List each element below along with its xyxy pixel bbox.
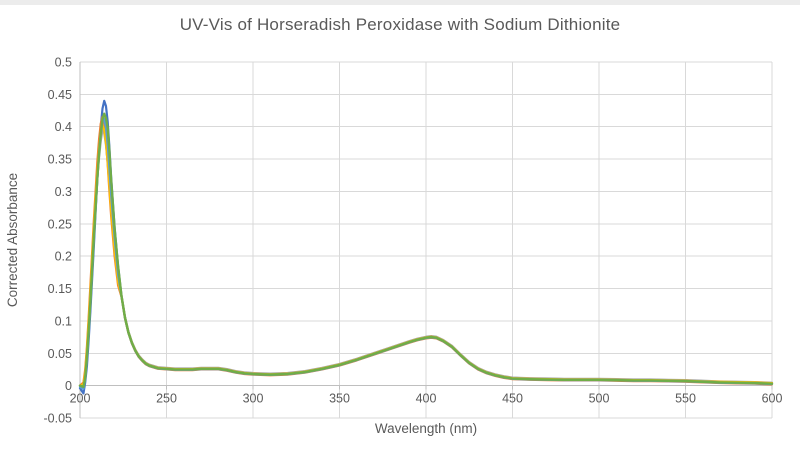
x-tick-label: 400 [416, 392, 437, 406]
x-tick-label: 250 [156, 392, 177, 406]
y-tick-label: 0.15 [48, 282, 72, 296]
y-tick-label: 0.1 [55, 314, 72, 328]
y-tick-label: 0.3 [55, 185, 72, 199]
tick-labels: -0.05 0 0.05 0.1 0.15 0.2 0.25 0.3 0.35 0.4 0.45 0.… [44, 56, 783, 426]
x-tick-label: 550 [675, 392, 696, 406]
top-border-strip [0, 0, 800, 5]
series-line-scan-6 [78, 112, 774, 389]
y-tick-label: 0.35 [48, 153, 72, 167]
x-tick-label: 200 [70, 392, 91, 406]
x-axis-title: Wavelength (nm) [375, 421, 477, 436]
x-tick-label: 500 [589, 392, 610, 406]
x-tick-label: 600 [762, 392, 783, 406]
y-tick-label: 0.45 [48, 88, 72, 102]
y-tick-label: 0.4 [55, 120, 72, 134]
y-tick-label: 0.25 [48, 217, 72, 231]
y-tick-label: 0 [65, 379, 72, 393]
y-axis-title: Corrected Absorbance [5, 173, 20, 307]
gridlines [80, 61, 773, 419]
series-lines [78, 99, 774, 395]
y-tick-label: 0.05 [48, 347, 72, 361]
y-tick-label: -0.05 [44, 412, 73, 426]
y-tick-label: 0.2 [55, 250, 72, 264]
x-tick-label: 450 [502, 392, 523, 406]
x-tick-label: 300 [243, 392, 264, 406]
x-tick-label: 350 [329, 392, 350, 406]
y-tick-label: 0.5 [55, 56, 72, 70]
chart-title: UV-Vis of Horseradish Peroxidase with So… [179, 15, 621, 34]
